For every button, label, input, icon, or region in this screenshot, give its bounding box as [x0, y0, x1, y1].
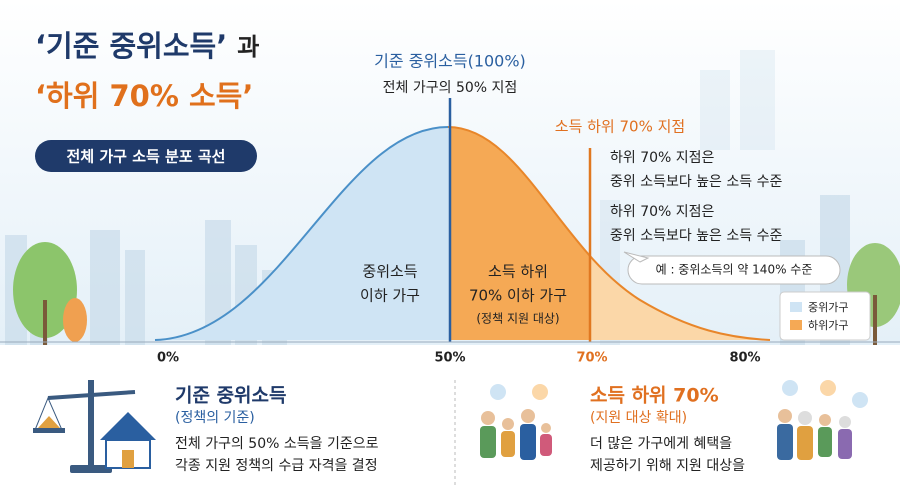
curve-area-middle [450, 127, 770, 340]
axis-label: 70% [576, 351, 607, 366]
area-label: 소득 하위 [488, 263, 548, 281]
area-label: 이하 가구 [360, 287, 420, 305]
legend-swatch [790, 302, 802, 312]
median-sub: 전체 가구의 50% 지점 [383, 80, 518, 96]
area-label: (정책 지원 대상) [476, 311, 559, 326]
bottom-line: 제공하기 위해 지원 대상을 [590, 458, 745, 474]
bottom-line: 전체 가구의 50% 소득을 기준으로 [175, 436, 379, 452]
p70-label: 소득 하위 70% 지점 [555, 118, 685, 136]
bottom-subtitle: (지원 대상 확대) [590, 410, 687, 426]
bottom-subtitle: (정책의 기준) [175, 410, 255, 426]
bubble-text: 예 : 중위소득의 약 140% 수준 [656, 262, 813, 277]
axis-label: 50% [434, 351, 465, 366]
legend-swatch [790, 320, 802, 330]
legend [779, 291, 871, 341]
area-label: 중위소득 [362, 263, 417, 281]
note-line: 중위 소득보다 높은 소득 수준 [610, 228, 782, 244]
bottom-panel [0, 345, 900, 491]
bubble [627, 255, 841, 285]
curve-area-upper [590, 255, 770, 340]
note-line: 중위 소득보다 높은 소득 수준 [610, 174, 782, 190]
title-suffix: 과 [237, 33, 259, 61]
bottom-line: 각종 지원 정책의 수급 자격을 결정 [175, 458, 378, 474]
title-main: ‘기준 중위소득’ [35, 29, 227, 63]
note-line: 하위 70% 지점은 [610, 150, 715, 166]
median-label: 기준 중위소득(100%) [374, 52, 526, 71]
people-icon [480, 380, 868, 460]
bottom-title: 기준 중위소득 [175, 385, 287, 407]
note-line: 하위 70% 지점은 [610, 204, 715, 220]
bubble-tail [623, 251, 650, 263]
badge [35, 140, 257, 172]
title-line2: ‘하위 70% 소득’ [35, 79, 253, 113]
curve-line-right [447, 126, 771, 341]
axis-label: 80% [729, 351, 760, 366]
bottom-line: 더 많은 가구에게 혜택을 [590, 436, 732, 452]
title-line1: ‘기준 중위소득’ 과 [35, 29, 259, 63]
bottom-title: 소득 하위 70% [590, 385, 719, 407]
curve-line-left [154, 126, 449, 341]
badge-text: 전체 가구 소득 분포 곡선 [67, 148, 226, 166]
area-label: 70% 이하 가구 [469, 287, 567, 305]
axis-label: 0% [157, 351, 179, 366]
legend-label: 하위가구 [808, 318, 848, 332]
scale-icon [33, 380, 156, 473]
legend-label: 중위가구 [808, 301, 848, 314]
